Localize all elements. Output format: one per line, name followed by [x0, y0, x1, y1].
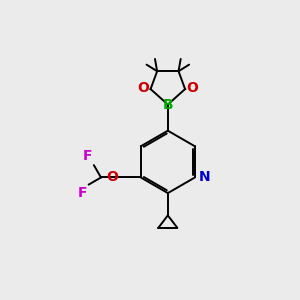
Text: O: O [186, 81, 198, 95]
Text: F: F [78, 186, 87, 200]
Text: O: O [106, 170, 118, 184]
Text: F: F [83, 149, 92, 164]
Text: N: N [199, 170, 210, 184]
Text: O: O [137, 81, 149, 95]
Text: B: B [163, 98, 173, 112]
